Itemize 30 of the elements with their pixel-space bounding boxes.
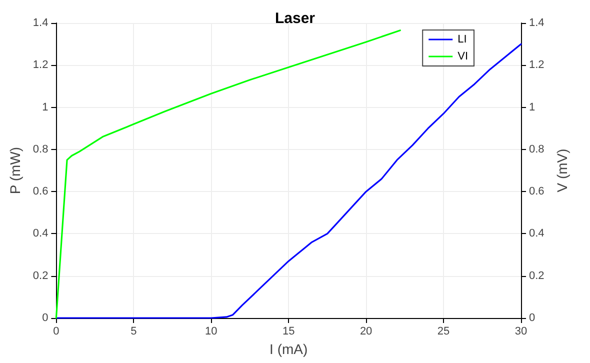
y2-tick-label: 1.2: [529, 59, 544, 72]
x-axis-title: I (mA): [270, 340, 308, 357]
y-tick-label: 0.4: [32, 228, 48, 240]
chart-title: Laser: [274, 10, 316, 27]
x-tick-label: 20: [360, 326, 372, 338]
y-tick-label: 0.2: [32, 270, 48, 282]
y-tick-label: 0: [42, 312, 48, 324]
y-tick-label: 1.2: [32, 59, 48, 72]
x-tick-label: 15: [282, 326, 295, 338]
legend-label: LI: [458, 34, 467, 46]
y2-tick-label: 0: [529, 312, 536, 324]
y-tick-label: 1: [42, 101, 48, 114]
x-tick-label: 0: [53, 326, 60, 338]
x-tick-label: 25: [437, 326, 450, 338]
y-tick-label: 0.8: [32, 143, 48, 156]
y2-tick-label: 0.4: [529, 228, 544, 240]
y2-axis-title: V (mV): [554, 148, 570, 192]
y2-tick-label: 0.8: [529, 143, 544, 156]
legend-label: VI: [458, 50, 468, 62]
y-tick-label: 1.4: [32, 17, 48, 29]
x-tick-label: 5: [130, 326, 137, 338]
x-tick-label: 30: [514, 326, 528, 338]
y2-tick-label: 0.2: [529, 270, 544, 282]
y2-tick-label: 1: [529, 101, 536, 114]
y-tick-label: 0.6: [32, 186, 48, 198]
x-tick-label: 10: [205, 326, 218, 338]
y2-tick-label: 0.6: [529, 186, 544, 198]
y2-tick-label: 1.4: [529, 17, 544, 29]
line-series: [55, 30, 401, 319]
y-axis-title: P (mW): [7, 146, 23, 194]
